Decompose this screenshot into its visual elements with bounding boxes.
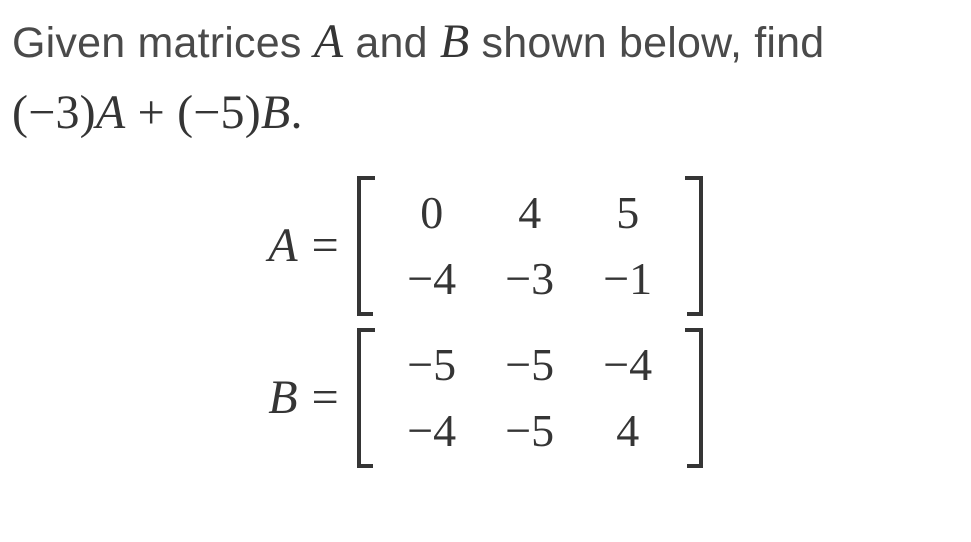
matrix-a-cell-0-1: 4 (481, 186, 579, 239)
matrix-b-line: B = −5 −5 −4 −4 −5 4 (268, 328, 702, 468)
expr-close2: ) (245, 86, 261, 139)
prompt-mid1: and (343, 19, 440, 67)
matrix-b-label: B (268, 370, 297, 425)
prompt-suffix: shown below, find (469, 19, 824, 67)
matrix-b-cell-0-2: −4 (579, 338, 677, 391)
matrices-block: A = 0 4 5 −4 −3 −1 B = −5 (12, 176, 959, 468)
expr-close1: ) (80, 86, 96, 139)
matrix-a-eq: = (312, 218, 339, 273)
matrix-a-cell-0-2: 5 (579, 186, 677, 239)
prompt-var-a: A (314, 15, 344, 68)
expr-A: A (96, 86, 126, 139)
matrix-b-cell-0-1: −5 (481, 338, 579, 391)
expr-open2: ( (177, 86, 193, 139)
expr-plus: + (125, 86, 177, 139)
matrix-a-cell-1-2: −1 (579, 252, 677, 305)
matrix-b-cell-1-2: 4 (579, 404, 677, 457)
matrix-a-right-bracket (685, 176, 703, 316)
prompt-text: Given matrices A and B shown below, find… (12, 10, 959, 146)
page-root: Given matrices A and B shown below, find… (0, 0, 971, 478)
matrix-a-cell-0-0: 0 (383, 186, 481, 239)
matrix-b-grid: −5 −5 −4 −4 −5 4 (375, 328, 685, 468)
expr-B: B (261, 86, 291, 139)
expr-open1: ( (12, 86, 28, 139)
matrix-b-eq: = (312, 370, 339, 425)
matrix-b-left-bracket (357, 328, 375, 468)
expression: (−3)A + (−5)B. (12, 81, 959, 146)
expr-neg5: −5 (193, 86, 244, 139)
matrix-a-bracket-wrap: 0 4 5 −4 −3 −1 (357, 176, 703, 316)
matrix-a-cell-1-1: −3 (481, 252, 579, 305)
matrix-a-grid: 0 4 5 −4 −3 −1 (375, 176, 685, 316)
prompt-var-b: B (440, 15, 470, 68)
expr-dot: . (290, 86, 302, 139)
matrix-b-cell-1-1: −5 (481, 404, 579, 457)
matrix-b-bracket-wrap: −5 −5 −4 −4 −5 4 (357, 328, 703, 468)
matrix-a-left-bracket (357, 176, 375, 316)
expr-neg3: −3 (28, 86, 79, 139)
matrix-b-cell-1-0: −4 (383, 404, 481, 457)
matrix-b-cell-0-0: −5 (383, 338, 481, 391)
matrix-a-cell-1-0: −4 (383, 252, 481, 305)
matrix-a-line: A = 0 4 5 −4 −3 −1 (268, 176, 702, 316)
matrix-a-label: A (268, 218, 297, 273)
prompt-prefix: Given matrices (12, 19, 314, 67)
matrix-b-right-bracket (685, 328, 703, 468)
